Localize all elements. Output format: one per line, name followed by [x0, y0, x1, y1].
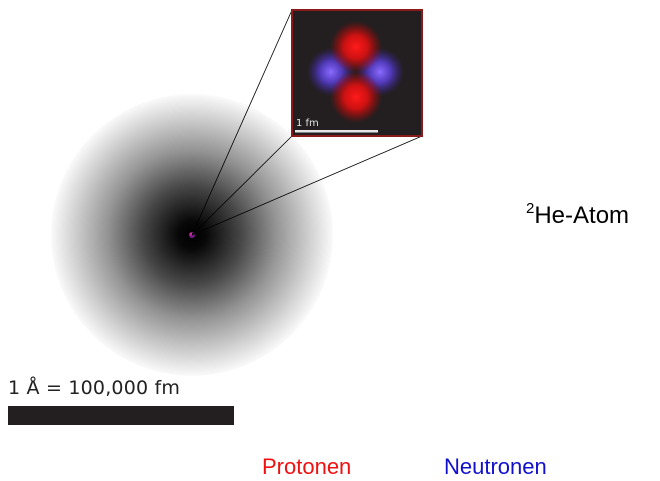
nucleus-scale-label: 1 fm [296, 118, 319, 129]
zoom-line-top-left [191, 9, 293, 236]
nucleus-inset: 1 fm [291, 9, 423, 137]
zoom-line-bottom-left [191, 135, 293, 236]
nucleus-scale-bar [295, 130, 378, 133]
legend-protons: Protonen [262, 454, 352, 479]
zoom-lines [191, 9, 423, 236]
inset-border [291, 9, 423, 137]
atom-title-text: He-Atom [534, 202, 630, 229]
atom-scale-label: 1 Å = 100,000 fm [8, 377, 181, 399]
proton-bottom [330, 71, 382, 123]
legend-neutrons: Neutronen [444, 454, 547, 479]
atom-scale-bar [8, 406, 234, 425]
proton-top [330, 21, 382, 73]
zoom-line-bottom-right [191, 135, 423, 236]
atom-title: 2He-Atom [526, 200, 630, 230]
atom-title-mass-number: 2 [526, 200, 535, 217]
